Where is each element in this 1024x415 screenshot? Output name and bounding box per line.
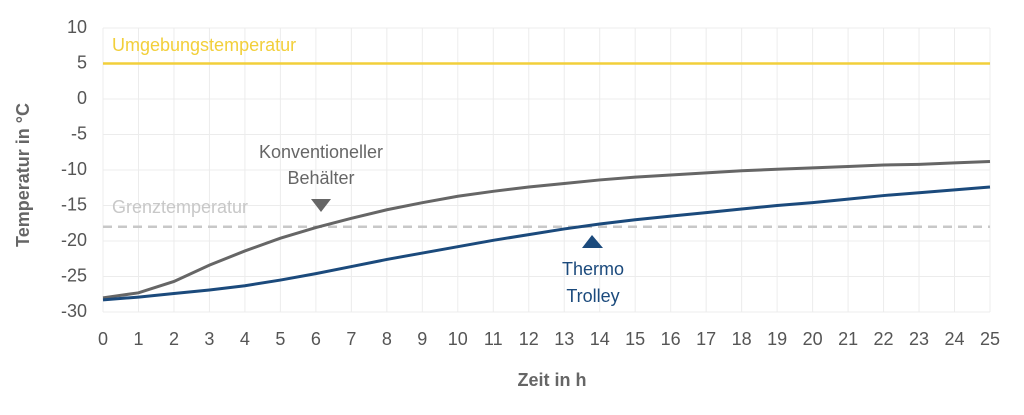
x-tick-label: 14 bbox=[590, 329, 610, 349]
y-tick-label: -25 bbox=[61, 265, 87, 285]
x-tick-label: 5 bbox=[275, 329, 285, 349]
x-tick-label: 16 bbox=[661, 329, 681, 349]
y-tick-label: -5 bbox=[71, 123, 87, 143]
y-axis-label: Temperatur in °C bbox=[13, 103, 33, 247]
x-tick-label: 8 bbox=[382, 329, 392, 349]
x-tick-label: 18 bbox=[732, 329, 752, 349]
series-label: Thermo bbox=[562, 259, 624, 279]
x-tick-label: 3 bbox=[204, 329, 214, 349]
x-tick-label: 20 bbox=[803, 329, 823, 349]
x-tick-label: 22 bbox=[874, 329, 894, 349]
x-tick-label: 19 bbox=[767, 329, 787, 349]
x-tick-label: 12 bbox=[519, 329, 539, 349]
series-line bbox=[102, 159, 991, 300]
x-tick-label: 24 bbox=[945, 329, 965, 349]
x-tick-label: 13 bbox=[554, 329, 574, 349]
reference-label: Umgebungstemperatur bbox=[112, 35, 296, 55]
y-tick-label: -30 bbox=[61, 301, 87, 321]
x-tick-label: 23 bbox=[909, 329, 929, 349]
x-tick-label: 0 bbox=[98, 329, 108, 349]
marker-triangle bbox=[311, 199, 331, 212]
y-tick-label: -20 bbox=[61, 230, 87, 250]
x-tick-label: 9 bbox=[417, 329, 427, 349]
series-label: Konventioneller bbox=[259, 142, 383, 162]
y-tick-label: -10 bbox=[61, 159, 87, 179]
x-axis-label: Zeit in h bbox=[518, 370, 587, 390]
x-tick-label: 25 bbox=[980, 329, 1000, 349]
x-tick-label: 1 bbox=[133, 329, 143, 349]
x-tick-label: 21 bbox=[838, 329, 858, 349]
x-tick-label: 10 bbox=[448, 329, 468, 349]
x-tick-label: 6 bbox=[311, 329, 321, 349]
series-label: Behälter bbox=[287, 168, 354, 188]
x-tick-label: 17 bbox=[696, 329, 716, 349]
series-label: Trolley bbox=[566, 286, 619, 306]
y-tick-label: -15 bbox=[61, 194, 87, 214]
reference-label: Grenztemperatur bbox=[112, 197, 248, 217]
y-tick-label: 10 bbox=[67, 17, 87, 37]
x-tick-label: 2 bbox=[169, 329, 179, 349]
y-tick-label: 5 bbox=[77, 52, 87, 72]
x-tick-label: 4 bbox=[240, 329, 250, 349]
marker-triangle bbox=[582, 235, 603, 248]
x-tick-label: 7 bbox=[346, 329, 356, 349]
series-line bbox=[102, 185, 991, 302]
x-tick-label: 15 bbox=[625, 329, 645, 349]
y-tick-label: 0 bbox=[77, 88, 87, 108]
x-tick-label: 11 bbox=[484, 329, 503, 349]
